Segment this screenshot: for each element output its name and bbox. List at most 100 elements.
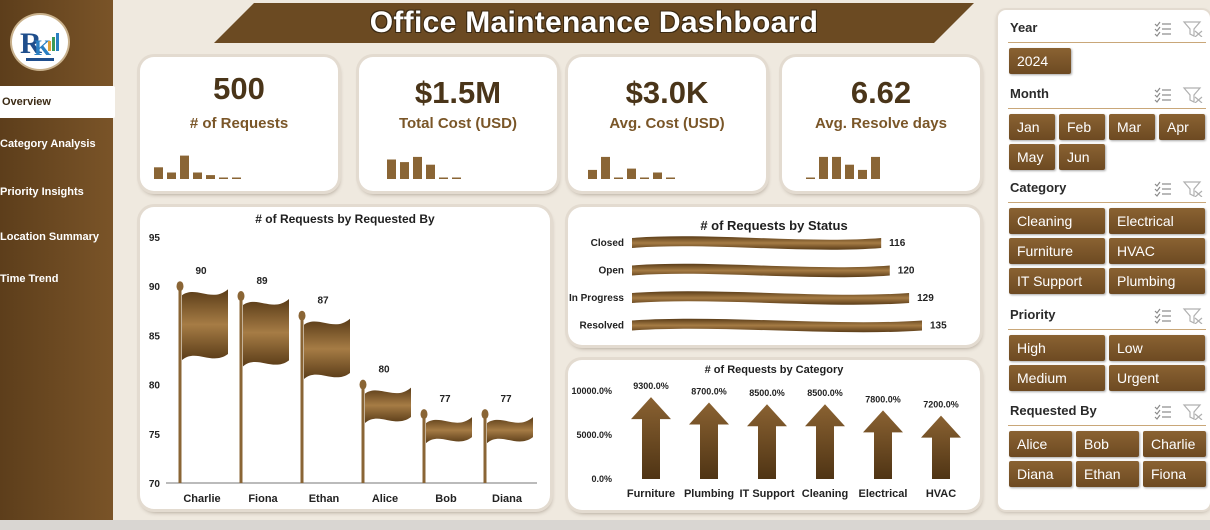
slicer-option[interactable]: Electrical [1109, 208, 1205, 234]
sparkline-bar [845, 164, 854, 179]
slicer-divider [1008, 42, 1206, 43]
kpi-label: # of Requests [189, 115, 289, 132]
chart-plot-area: 10000.0% 5000.0% 0.0% 9300.0% Furniture 8700.… [571, 381, 961, 500]
bar-cap [420, 409, 428, 420]
chart-requests-by-status: # of Requests by Status Closed 116 Open 120… [568, 207, 980, 345]
slicer-option[interactable]: Alice [1009, 431, 1072, 457]
nav-location-summary[interactable]: Location Summary [0, 231, 100, 243]
slicer-option[interactable]: Furniture [1009, 238, 1105, 264]
slicer-title: Category [1010, 180, 1067, 195]
bar [921, 415, 961, 479]
slicer-option[interactable]: IT Support [1009, 268, 1105, 294]
data-label: 80 [378, 365, 390, 376]
clear-filter-icon[interactable] [1182, 308, 1203, 325]
sparkline-bar [806, 177, 815, 179]
multi-select-icon[interactable] [1154, 21, 1171, 37]
x-tick-label: Cleaning [802, 488, 848, 500]
y-tick-label: 85 [149, 331, 161, 342]
y-tick-label: Resolved [580, 321, 624, 332]
sparkline-bar [666, 177, 675, 179]
sparkline-bar [588, 169, 597, 179]
sparkline-bar [219, 177, 228, 179]
slicer-option[interactable]: Apr [1159, 114, 1205, 140]
kpi-label: Avg. Resolve days [814, 115, 947, 132]
y-tick-label: 90 [149, 282, 161, 293]
slicer-option[interactable]: Diana [1009, 461, 1072, 487]
slicer-option[interactable]: Urgent [1109, 365, 1205, 391]
slicer-option[interactable]: Bob [1076, 431, 1139, 457]
chart-title: # of Requests by Requested By [255, 212, 435, 226]
slicer-option[interactable]: Ethan [1076, 461, 1139, 487]
nav-category-analysis[interactable]: Category Analysis [0, 138, 96, 150]
logo: R K [10, 13, 70, 71]
slicer-option[interactable]: Fiona [1143, 461, 1206, 487]
bar [689, 402, 729, 479]
slicer-controls [1154, 308, 1204, 325]
nav-priority-insights[interactable]: Priority Insights [0, 186, 84, 198]
bar [304, 318, 350, 379]
kpi-card-avg-resolve: 6.62 Avg. Resolve days [782, 57, 980, 191]
kpi-value: $1.5M [414, 75, 502, 110]
multi-select-icon[interactable] [1154, 181, 1171, 197]
data-label: 87 [317, 296, 329, 307]
nav-time-trend[interactable]: Time Trend [0, 273, 59, 285]
data-label: 116 [889, 238, 906, 249]
data-label: 7800.0% [865, 394, 901, 404]
kpi-label: Avg. Cost (USD) [609, 115, 725, 132]
x-tick-label: Ethan [309, 493, 340, 505]
slicer-controls [1154, 87, 1204, 104]
slicer-title: Month [1010, 86, 1049, 101]
data-label: 8500.0% [749, 388, 785, 398]
horizontal-scrollbar[interactable] [0, 520, 1210, 530]
x-tick-label: Fiona [248, 493, 278, 505]
bar [426, 417, 472, 444]
clear-filter-icon[interactable] [1182, 87, 1203, 104]
clear-filter-icon[interactable] [1182, 404, 1203, 421]
kpi-value: 6.62 [850, 75, 912, 110]
y-tick-label: 5000.0% [576, 430, 612, 440]
slicer-title: Year [1010, 20, 1038, 35]
sparkline-bar [871, 156, 880, 179]
sparkline-bar [653, 172, 662, 179]
bar [632, 236, 882, 250]
chart-plot-area: 95 90 85 80 75 70 90 Charlie 89 Fiona 87 Ethan 80 Ali… [149, 233, 537, 505]
slicer-option[interactable]: Cleaning [1009, 208, 1105, 234]
slicer-option[interactable]: 2024 [1009, 48, 1071, 74]
y-tick-label: 75 [149, 430, 161, 441]
multi-select-icon[interactable] [1154, 404, 1171, 420]
x-tick-label: HVAC [926, 488, 956, 500]
slicer-option[interactable]: Medium [1009, 365, 1105, 391]
nav-overview[interactable]: Overview [0, 86, 115, 118]
y-tick-label: Open [598, 266, 624, 277]
kpi-card-requests: 500 # of Requests [140, 57, 338, 191]
slicer-option[interactable]: Low [1109, 335, 1205, 361]
x-tick-label: IT Support [740, 488, 795, 500]
slicer-option[interactable]: May [1009, 144, 1055, 170]
multi-select-icon[interactable] [1154, 308, 1171, 324]
bar [632, 263, 890, 278]
data-label: 8500.0% [807, 388, 843, 398]
slicer-divider [1008, 202, 1206, 203]
x-tick-label: Furniture [627, 488, 675, 500]
clear-filter-icon[interactable] [1182, 21, 1203, 38]
x-tick-label: Alice [372, 493, 398, 505]
slicer-option[interactable]: Charlie [1143, 431, 1206, 457]
sparkline-bar [180, 155, 189, 179]
x-tick-label: Charlie [183, 493, 220, 505]
slicer-option[interactable]: High [1009, 335, 1105, 361]
x-tick-label: Plumbing [684, 488, 734, 500]
multi-select-icon[interactable] [1154, 87, 1171, 103]
y-tick-label: Closed [591, 238, 624, 249]
data-label: 8700.0% [691, 386, 727, 396]
y-tick-label: 80 [149, 381, 161, 392]
slicer-option[interactable]: Jan [1009, 114, 1055, 140]
slicer-title: Priority [1010, 307, 1056, 322]
slicer-option[interactable]: Plumbing [1109, 268, 1205, 294]
data-label: 89 [256, 276, 268, 287]
slicer-option[interactable]: Jun [1059, 144, 1105, 170]
slicer-option[interactable]: Mar [1109, 114, 1155, 140]
clear-filter-icon[interactable] [1182, 181, 1203, 198]
bar [632, 318, 922, 333]
slicer-option[interactable]: Feb [1059, 114, 1105, 140]
slicer-option[interactable]: HVAC [1109, 238, 1205, 264]
